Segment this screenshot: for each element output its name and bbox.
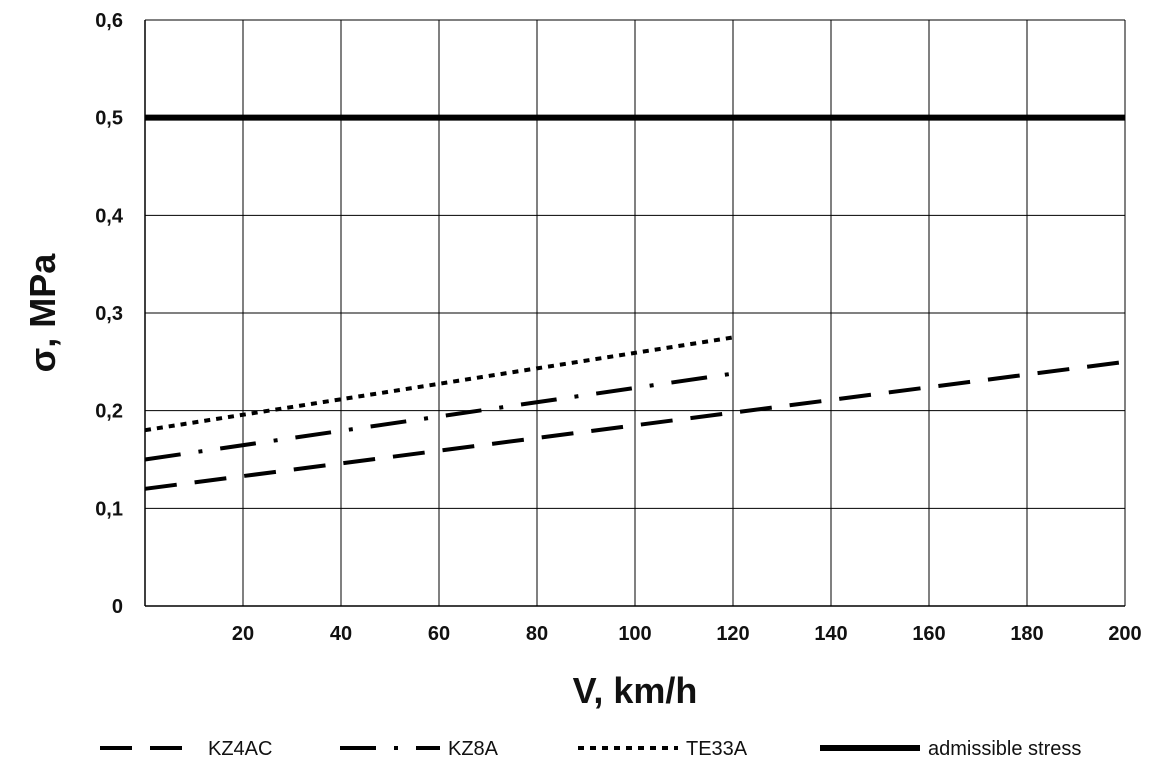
x-tick-label-20: 20 bbox=[232, 623, 254, 645]
y-axis-title: σ, MPa bbox=[22, 253, 63, 373]
y-tick-label-1: 0,1 bbox=[95, 498, 123, 520]
x-tick-label-180: 180 bbox=[1010, 623, 1043, 645]
x-tick-label-80: 80 bbox=[526, 623, 548, 645]
legend: KZ4AC KZ8A TE33A admissible stress bbox=[100, 738, 1081, 760]
x-tick-label-100: 100 bbox=[618, 623, 651, 645]
y-tick-label-0: 0 bbox=[112, 596, 123, 618]
legend-label-kz4ac: KZ4AC bbox=[208, 738, 272, 760]
axes bbox=[144, 20, 1125, 607]
series-line-kz8a bbox=[144, 371, 734, 462]
series-line-kz4ac bbox=[144, 359, 1126, 491]
series-layer bbox=[144, 114, 1126, 491]
grid bbox=[145, 19, 1126, 606]
x-tick-label-40: 40 bbox=[330, 623, 352, 645]
x-axis-title: V, km/h bbox=[573, 670, 698, 711]
y-tick-label-6: 0,6 bbox=[95, 10, 123, 32]
x-tick-label-60: 60 bbox=[428, 623, 450, 645]
series-line-te33a bbox=[144, 335, 734, 433]
legend-label-admissible-stress: admissible stress bbox=[928, 738, 1081, 760]
y-tick-label-2: 0,2 bbox=[95, 401, 123, 423]
legend-label-te33a: TE33A bbox=[686, 738, 748, 760]
x-tick-label-160: 160 bbox=[912, 623, 945, 645]
y-tick-label-3: 0,3 bbox=[95, 303, 123, 325]
x-tick-label-200: 200 bbox=[1108, 623, 1141, 645]
tick-labels: 20 40 60 80 100 120 140 160 180 200 0 0,1 0,2 0,3 0,4 0… bbox=[95, 10, 1142, 645]
legend-label-kz8a: KZ8A bbox=[448, 738, 499, 760]
y-tick-label-4: 0,4 bbox=[95, 205, 124, 227]
x-tick-label-120: 120 bbox=[716, 623, 749, 645]
y-tick-label-5: 0,5 bbox=[95, 108, 123, 130]
x-tick-label-140: 140 bbox=[814, 623, 847, 645]
